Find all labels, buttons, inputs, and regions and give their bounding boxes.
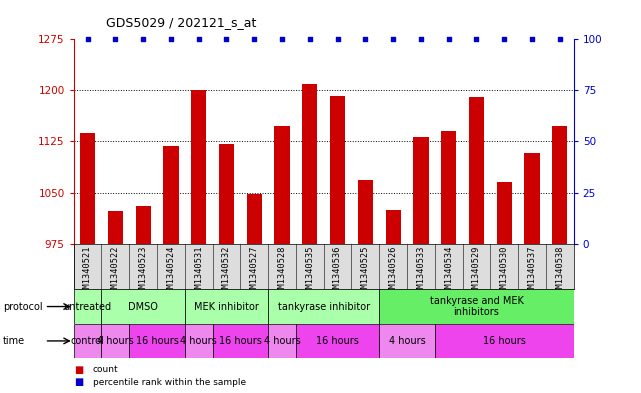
Text: ■: ■ (74, 365, 83, 375)
Bar (358, 180, 373, 393)
Text: GSM1340534: GSM1340534 (444, 246, 453, 298)
Text: tankyrase and MEK
inhibitors: tankyrase and MEK inhibitors (429, 296, 524, 317)
Bar (413, 137, 429, 393)
Text: GSM1340524: GSM1340524 (167, 246, 176, 298)
Bar (385, 209, 401, 393)
Bar (268, 289, 379, 324)
Text: protocol: protocol (3, 301, 43, 312)
Bar (219, 143, 234, 393)
Text: GSM1340531: GSM1340531 (194, 246, 203, 298)
Text: GSM1340530: GSM1340530 (500, 246, 509, 298)
Text: 16 hours: 16 hours (136, 336, 178, 346)
Bar (302, 84, 317, 393)
Bar (268, 324, 296, 358)
Bar (101, 289, 185, 324)
Bar (191, 90, 206, 393)
Text: GSM1340529: GSM1340529 (472, 246, 481, 298)
Text: GSM1340523: GSM1340523 (138, 246, 147, 298)
Point (194, 36, 204, 42)
Text: control: control (71, 336, 104, 346)
Point (304, 36, 315, 42)
Point (249, 36, 260, 42)
Text: 4 hours: 4 hours (388, 336, 426, 346)
Bar (185, 289, 268, 324)
Bar (330, 96, 345, 393)
Point (360, 36, 370, 42)
Text: untreated: untreated (63, 301, 112, 312)
Point (110, 36, 121, 42)
Text: GSM1340533: GSM1340533 (417, 246, 426, 298)
Bar (469, 97, 484, 393)
Text: 4 hours: 4 hours (180, 336, 217, 346)
Point (527, 36, 537, 42)
Point (166, 36, 176, 42)
Bar (101, 324, 129, 358)
Bar (74, 289, 101, 324)
Text: percentile rank within the sample: percentile rank within the sample (93, 378, 246, 387)
Text: GSM1340538: GSM1340538 (555, 246, 564, 298)
Bar (435, 324, 574, 358)
Text: tankyrase inhibitor: tankyrase inhibitor (278, 301, 370, 312)
Point (444, 36, 454, 42)
Text: GSM1340522: GSM1340522 (111, 246, 120, 298)
Bar (74, 324, 101, 358)
Text: 4 hours: 4 hours (97, 336, 134, 346)
Bar (552, 126, 567, 393)
Point (388, 36, 398, 42)
Bar (80, 132, 96, 393)
Bar (129, 324, 185, 358)
Text: GSM1340528: GSM1340528 (278, 246, 287, 298)
Text: time: time (3, 336, 26, 346)
Point (138, 36, 148, 42)
Bar (163, 146, 179, 393)
Text: GSM1340535: GSM1340535 (305, 246, 314, 298)
Text: DMSO: DMSO (128, 301, 158, 312)
Point (416, 36, 426, 42)
Point (277, 36, 287, 42)
Point (83, 36, 93, 42)
Bar (185, 324, 213, 358)
Bar (135, 206, 151, 393)
Bar (497, 182, 512, 393)
Point (221, 36, 231, 42)
Text: count: count (93, 365, 119, 374)
Bar (108, 211, 123, 393)
Text: 4 hours: 4 hours (263, 336, 301, 346)
Bar (441, 131, 456, 393)
Point (471, 36, 481, 42)
Point (554, 36, 565, 42)
Text: GSM1340521: GSM1340521 (83, 246, 92, 298)
Bar (274, 126, 290, 393)
Text: GSM1340527: GSM1340527 (250, 246, 259, 298)
Bar (379, 289, 574, 324)
Text: ■: ■ (74, 377, 83, 387)
Text: GSM1340536: GSM1340536 (333, 246, 342, 298)
Text: GSM1340525: GSM1340525 (361, 246, 370, 298)
Text: 16 hours: 16 hours (316, 336, 359, 346)
Bar (379, 324, 435, 358)
Point (333, 36, 343, 42)
Text: GSM1340532: GSM1340532 (222, 246, 231, 298)
Text: 16 hours: 16 hours (483, 336, 526, 346)
Text: GSM1340526: GSM1340526 (388, 246, 397, 298)
Point (499, 36, 510, 42)
Bar (213, 324, 268, 358)
Text: GDS5029 / 202121_s_at: GDS5029 / 202121_s_at (106, 17, 256, 29)
Bar (524, 153, 540, 393)
Bar (296, 324, 379, 358)
Bar (247, 194, 262, 393)
Text: MEK inhibitor: MEK inhibitor (194, 301, 259, 312)
Text: 16 hours: 16 hours (219, 336, 262, 346)
Text: GSM1340537: GSM1340537 (528, 246, 537, 298)
